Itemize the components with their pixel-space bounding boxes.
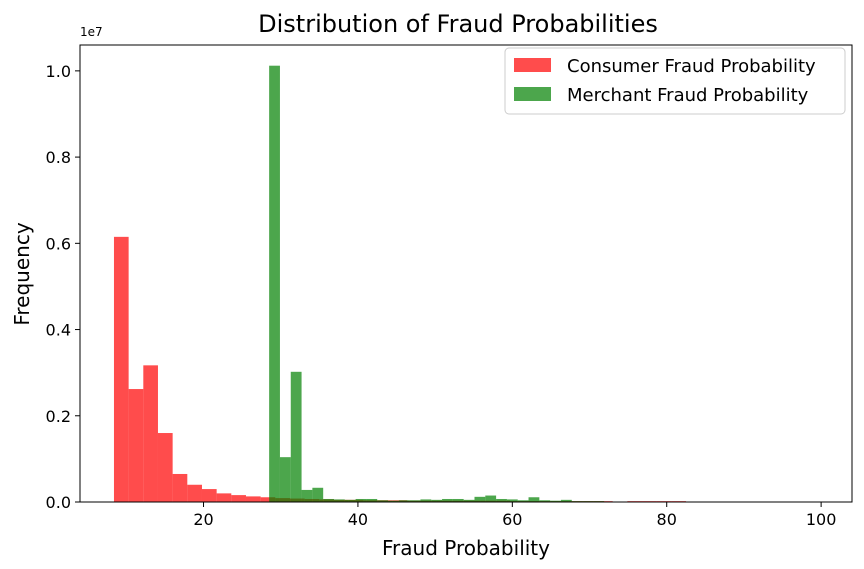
histogram-bar-s0-4 xyxy=(172,473,188,502)
histogram-bar-s1-15 xyxy=(431,499,443,502)
histogram-bar-s1-22 xyxy=(506,499,518,502)
histogram-bar-s1-7 xyxy=(344,499,356,502)
legend-label-consumer: Consumer Fraud Probability xyxy=(567,56,816,77)
histogram-bar-s1-13 xyxy=(409,500,421,502)
histogram-bar-s1-12 xyxy=(398,500,410,502)
histogram-bar-s0-0 xyxy=(113,236,129,503)
series-1 xyxy=(269,65,810,502)
legend-label-merchant: Merchant Fraud Probability xyxy=(567,85,809,106)
histogram-bar-s1-20 xyxy=(485,495,497,502)
histogram-bar-s0-1 xyxy=(128,389,144,502)
histogram-bar-s1-26 xyxy=(550,500,561,502)
histogram-bar-s1-16 xyxy=(442,498,453,502)
histogram-bar-s1-11 xyxy=(388,500,399,502)
y-axis-label: Frequency xyxy=(10,222,34,325)
histogram-bar-s1-10 xyxy=(377,500,389,502)
histogram-bar-s0-6 xyxy=(201,489,217,502)
x-tick-label: 100 xyxy=(806,510,837,529)
legend-box xyxy=(504,47,846,115)
legend-swatch-consumer xyxy=(514,58,551,72)
histogram-bar-s1-2 xyxy=(290,371,302,502)
y-tick-label: 0.4 xyxy=(46,321,71,340)
histogram-bar-s1-19 xyxy=(474,496,486,502)
series-0 xyxy=(113,236,701,503)
y-tick-label: 0.6 xyxy=(46,234,71,253)
histogram-bar-s0-9 xyxy=(245,496,261,502)
histogram-bar-s1-9 xyxy=(366,498,378,502)
x-axis-ticks: 20 40 60 80 100 xyxy=(193,502,836,529)
histogram-bar-s0-10 xyxy=(260,497,276,502)
histogram-bar-s1-27 xyxy=(560,499,572,502)
bars-layer xyxy=(113,65,810,503)
legend-swatch-merchant xyxy=(514,87,551,101)
y-tick-label: 0.0 xyxy=(46,493,71,512)
x-tick-label: 60 xyxy=(502,510,522,529)
y-tick-label: 0.2 xyxy=(46,407,71,426)
histogram-bar-s0-8 xyxy=(231,495,246,502)
histogram-bar-s1-24 xyxy=(528,497,540,502)
histogram-bar-s1-23 xyxy=(517,500,529,502)
legend: Consumer Fraud Probability Merchant Frau… xyxy=(504,47,846,115)
histogram-bar-s1-14 xyxy=(420,499,432,502)
histogram-bar-s1-8 xyxy=(355,498,367,502)
histogram-bar-s1-0 xyxy=(269,65,280,502)
histogram-bar-s1-21 xyxy=(496,498,507,502)
x-tick-label: 20 xyxy=(193,510,213,529)
y-tick-label: 0.8 xyxy=(46,148,71,167)
histogram-bar-s1-18 xyxy=(463,499,475,502)
chart-title: Distribution of Fraud Probabilities xyxy=(258,10,658,38)
histogram-bar-s1-25 xyxy=(539,500,551,502)
y-tick-label: 1.0 xyxy=(46,62,71,81)
histogram-bar-s0-2 xyxy=(143,365,158,502)
histogram-bar-s0-3 xyxy=(157,433,173,502)
y-axis-ticks: 0.0 0.2 0.4 0.6 0.8 1.0 xyxy=(46,62,80,512)
histogram-bar-s1-17 xyxy=(452,498,464,502)
x-axis-label: Fraud Probability xyxy=(382,536,550,560)
x-tick-label: 80 xyxy=(657,510,677,529)
y-scale-label: 1e7 xyxy=(80,25,103,39)
histogram-bar-s0-7 xyxy=(216,493,232,502)
histogram-bar-s1-6 xyxy=(333,499,345,502)
plot-frame xyxy=(79,44,853,503)
histogram-bar-s1-3 xyxy=(301,489,313,502)
x-tick-label: 40 xyxy=(348,510,368,529)
histogram-bar-s0-5 xyxy=(187,484,202,502)
histogram-bar-s1-1 xyxy=(279,457,291,502)
histogram-bar-s1-4 xyxy=(312,487,324,502)
histogram-bar-s1-5 xyxy=(323,498,334,502)
